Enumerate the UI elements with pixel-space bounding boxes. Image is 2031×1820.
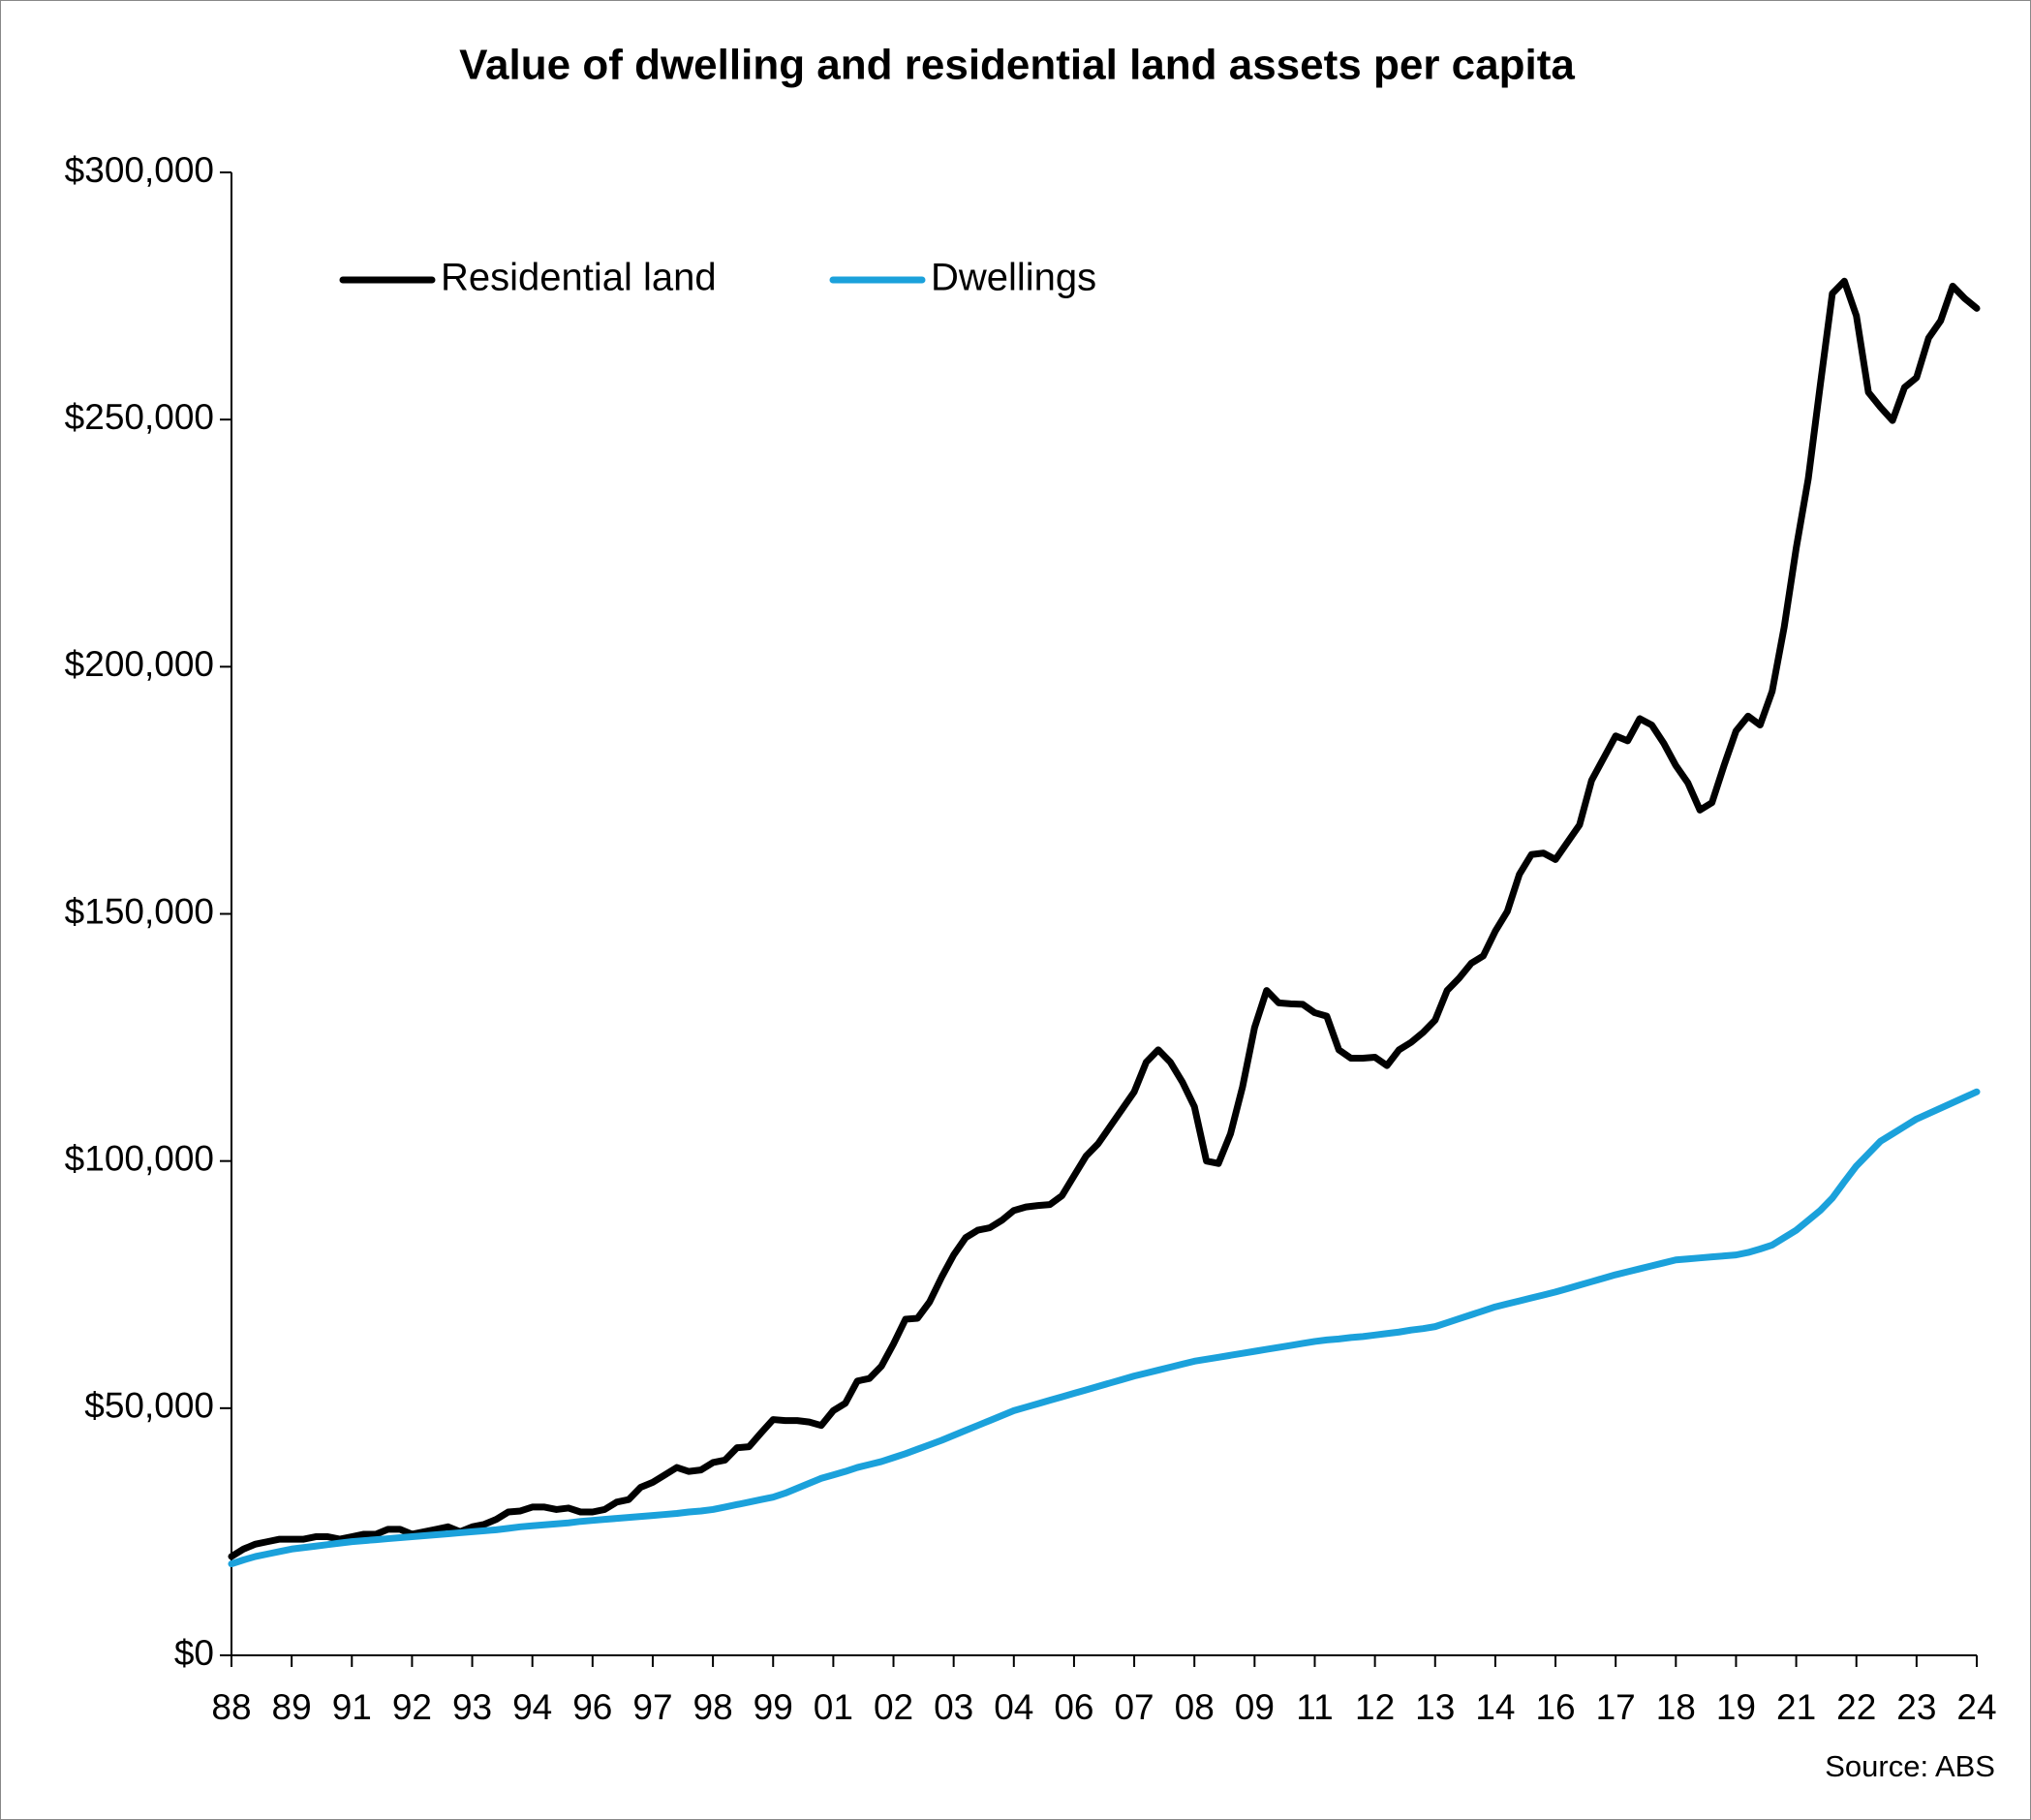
x-tick-label: 03 bbox=[934, 1687, 973, 1727]
x-tick-label: 09 bbox=[1235, 1687, 1275, 1727]
y-tick-label: $50,000 bbox=[84, 1386, 214, 1426]
x-tick-label: 14 bbox=[1475, 1687, 1515, 1727]
x-tick-label: 93 bbox=[452, 1687, 492, 1727]
x-tick-label: 04 bbox=[994, 1687, 1033, 1727]
x-tick-label: 88 bbox=[211, 1687, 251, 1727]
y-tick-label: $200,000 bbox=[65, 644, 214, 684]
source-note: Source: ABS bbox=[1825, 1749, 1995, 1783]
legend-label: Residential land bbox=[441, 257, 717, 299]
series-line bbox=[228, 277, 1981, 1560]
x-tick-label: 92 bbox=[392, 1687, 432, 1727]
x-tick-label: 08 bbox=[1175, 1687, 1215, 1727]
x-tick-label: 13 bbox=[1415, 1687, 1455, 1727]
y-tick-label: $250,000 bbox=[65, 397, 214, 437]
x-tick-label: 94 bbox=[512, 1687, 552, 1727]
x-tick-label: 12 bbox=[1355, 1687, 1395, 1727]
x-tick-label: 01 bbox=[814, 1687, 853, 1727]
x-tick-label: 19 bbox=[1716, 1687, 1756, 1727]
x-tick-label: 97 bbox=[632, 1687, 672, 1727]
y-tick-label: $100,000 bbox=[65, 1138, 214, 1178]
chart-title: Value of dwelling and residential land a… bbox=[459, 42, 1575, 89]
x-tick-label: 07 bbox=[1114, 1687, 1154, 1727]
series-line bbox=[228, 1088, 1981, 1568]
x-tick-label: 06 bbox=[1054, 1687, 1093, 1727]
x-tick-label: 18 bbox=[1656, 1687, 1696, 1727]
y-tick-label: $0 bbox=[174, 1633, 214, 1673]
x-tick-label: 23 bbox=[1896, 1687, 1936, 1727]
x-tick-label: 16 bbox=[1535, 1687, 1575, 1727]
x-tick-label: 02 bbox=[874, 1687, 913, 1727]
x-tick-label: 24 bbox=[1956, 1687, 1996, 1727]
x-tick-label: 17 bbox=[1596, 1687, 1636, 1727]
x-tick-label: 21 bbox=[1776, 1687, 1816, 1727]
x-tick-label: 96 bbox=[572, 1687, 612, 1727]
x-tick-label: 11 bbox=[1296, 1687, 1333, 1727]
y-tick-label: $300,000 bbox=[65, 150, 214, 190]
x-tick-label: 89 bbox=[272, 1687, 312, 1727]
y-tick-label: $150,000 bbox=[65, 891, 214, 931]
legend-label: Dwellings bbox=[931, 257, 1096, 299]
x-tick-label: 99 bbox=[754, 1687, 793, 1727]
x-tick-label: 22 bbox=[1836, 1687, 1876, 1727]
x-tick-label: 98 bbox=[693, 1687, 733, 1727]
x-tick-label: 91 bbox=[332, 1687, 372, 1727]
